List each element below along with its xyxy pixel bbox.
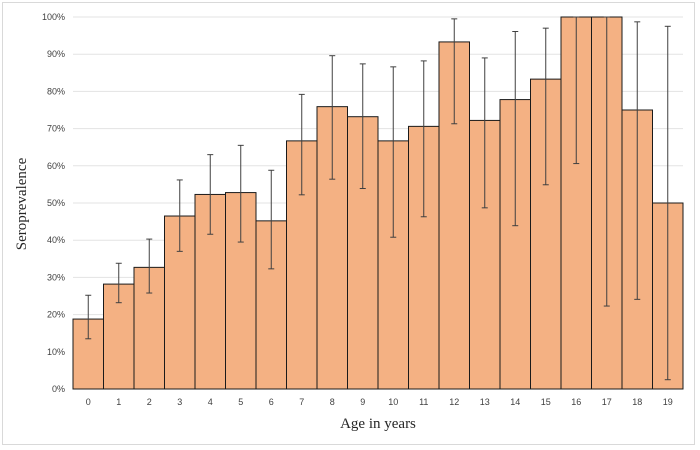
x-axis-title: Age in years [340, 416, 416, 432]
error-bar [298, 93, 305, 196]
x-tick-label: 8 [330, 397, 335, 407]
y-tick-label: 90% [47, 49, 65, 59]
x-tick-label: 15 [541, 397, 551, 407]
x-tick-label: 10 [388, 397, 398, 407]
error-bar [512, 31, 519, 227]
x-tick-label: 2 [147, 397, 152, 407]
x-tick-label: 13 [480, 397, 490, 407]
y-tick-labels: 0% 10% 20% 30% 40% 50% 60% 70% 80% 90% 100% [42, 12, 65, 394]
x-tick-label: 1 [116, 397, 121, 407]
x-tick-label: 17 [602, 397, 612, 407]
x-tick-label: 14 [510, 397, 520, 407]
x-tick-label: 19 [663, 397, 673, 407]
error-bar [420, 60, 427, 218]
x-tick-label: 18 [632, 397, 642, 407]
error-bar [237, 144, 244, 243]
y-tick-label: 30% [47, 272, 65, 282]
error-bar [664, 25, 671, 381]
x-tick-label: 4 [208, 397, 213, 407]
error-bar [115, 262, 122, 304]
y-tick-label: 50% [47, 198, 65, 208]
x-tick-label: 12 [449, 397, 459, 407]
error-bar [329, 55, 336, 180]
error-bars [85, 16, 671, 381]
error-bar [603, 16, 610, 307]
error-bar [207, 154, 214, 235]
y-tick-label: 80% [47, 86, 65, 96]
error-bar [268, 169, 275, 270]
x-tick-label: 11 [419, 397, 428, 407]
error-bar [390, 66, 397, 238]
x-tick-label: 0 [86, 397, 91, 407]
error-bar [85, 294, 92, 340]
x-tick-label: 3 [177, 397, 182, 407]
x-tick-label: 6 [269, 397, 274, 407]
error-bar [359, 63, 366, 189]
y-axis-title: Seroprevalence [14, 157, 30, 250]
error-bar [481, 57, 488, 209]
y-tick-label: 20% [47, 310, 65, 320]
error-bar [146, 238, 153, 294]
error-bar [542, 27, 549, 186]
error-bar [176, 179, 183, 252]
x-tick-label: 5 [238, 397, 243, 407]
y-tick-label: 40% [47, 235, 65, 245]
y-tick-label: 70% [47, 124, 65, 134]
x-tick-labels: 0 1 2 3 4 5 6 7 8 9 10 11 12 13 14 15 16 17 18 19 [86, 397, 673, 407]
error-bar [451, 18, 458, 125]
x-tick-label: 16 [571, 397, 581, 407]
y-tick-label: 0% [52, 384, 65, 394]
error-bar [634, 21, 641, 300]
y-tick-label: 60% [47, 161, 65, 171]
error-bar [573, 16, 580, 165]
y-tick-label: 10% [47, 347, 65, 357]
x-tick-label: 9 [360, 397, 365, 407]
x-tick-label: 7 [299, 397, 304, 407]
y-tick-label: 100% [42, 12, 65, 22]
